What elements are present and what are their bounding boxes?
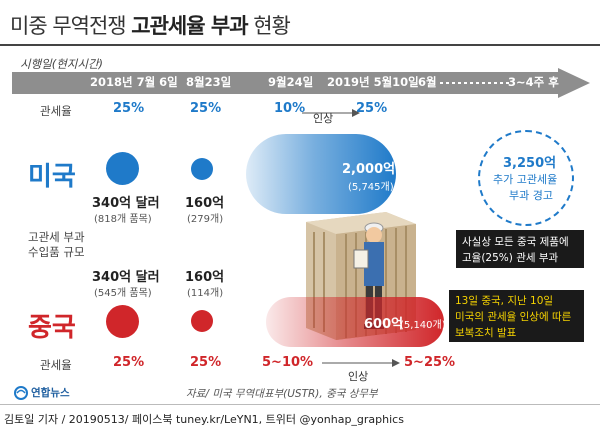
us-future-value: 3,250억 — [503, 156, 557, 171]
china-scale-bar — [266, 297, 444, 347]
date-1: 2018년 7월 6일 — [90, 75, 178, 89]
china-items-1: (545개 품목) — [94, 288, 152, 299]
us-future-line2: 부과 경고 — [509, 189, 553, 202]
scale-label-line2: 수입품 규모 — [28, 245, 85, 259]
page-title: 미중 무역전쟁 고관세율 부과 현황 — [10, 10, 291, 40]
china-note-line2: 미국의 관세율 인상에 따른 — [455, 311, 572, 323]
us-future-circle — [478, 130, 574, 226]
china-items-2: (114개) — [187, 288, 224, 299]
date-4: 2019년 5월10일 — [327, 75, 419, 89]
us-amount-3: 2,000억 — [342, 162, 396, 177]
source-text: 자료/ 미국 무역대표부(USTR), 중국 상무부 — [186, 388, 378, 400]
title-bold: 고관세율 부과 — [131, 14, 248, 38]
credit-text: 김토일 기자 / 20190513/ 페이스북 tuney.kr/LeYN1, … — [4, 413, 404, 426]
timeline-label: 시행일(현지시간) — [20, 57, 104, 71]
footer-divider — [0, 404, 600, 405]
us-note-line1: 사실상 모든 중국 제품에 — [462, 236, 569, 248]
china-note-line3: 보복조치 발표 — [455, 327, 517, 339]
us-tariff-1: 25% — [113, 101, 145, 116]
us-circle-2 — [191, 158, 213, 180]
us-raise-label: 인상 — [313, 112, 334, 125]
date-6: 3~4주 후 — [508, 75, 559, 89]
us-scale-bar — [246, 134, 396, 214]
china-amount-2: 160억 — [185, 270, 225, 285]
us-circle-1 — [106, 152, 139, 185]
scale-label: 고관세 부과 수입품 규모 — [28, 230, 85, 260]
china-circle-2 — [191, 310, 213, 332]
china-raise-label: 인상 — [348, 370, 369, 383]
china-tariff-label: 관세율 — [40, 358, 72, 372]
us-note-line2: 고율(25%) 관세 부과 — [462, 252, 559, 264]
china-tariff-2: 25% — [190, 355, 222, 370]
agency-logo: 연합뉴스 — [14, 385, 70, 400]
us-amount-2: 160억 — [185, 196, 225, 211]
globe-icon — [14, 385, 28, 400]
scale-label-line1: 고관세 부과 — [28, 230, 85, 244]
us-tariff-2: 25% — [190, 101, 222, 116]
agency-name: 연합뉴스 — [31, 387, 70, 399]
title-light: 미중 무역전쟁 — [10, 14, 132, 38]
china-label: 중국 — [28, 313, 76, 343]
china-tariff-4: 5~25% — [404, 355, 456, 370]
us-tariff-4: 25% — [356, 101, 388, 116]
us-items-3: (5,745개) — [348, 182, 394, 193]
china-note-line1: 13일 중국, 지난 10일 — [455, 295, 554, 307]
china-raise-arrow — [322, 359, 400, 367]
china-amount-1: 340억 달러 — [92, 270, 160, 285]
date-2: 8월23일 — [186, 75, 232, 89]
china-tariff-3: 5~10% — [262, 355, 314, 370]
us-items-1: (818개 품목) — [94, 214, 152, 225]
us-label: 미국 — [28, 162, 76, 192]
china-circle-1 — [106, 305, 139, 338]
china-note-box — [449, 290, 584, 342]
us-raise-arrow — [302, 109, 360, 117]
us-note-box — [456, 230, 584, 268]
us-tariff-3: 10% — [274, 101, 306, 116]
china-items-3: (5,140개) — [400, 320, 446, 331]
date-5: 6월 — [418, 75, 437, 89]
title-light-2: 현황 — [247, 14, 291, 38]
timeline-arrow — [12, 68, 590, 98]
date-3: 9월24일 — [268, 75, 314, 89]
us-future-line1: 추가 고관세율 — [493, 173, 558, 186]
china-amount-3: 600억 — [364, 317, 404, 332]
title-underline — [0, 44, 600, 46]
china-tariff-1: 25% — [113, 355, 145, 370]
us-items-2: (279개) — [187, 214, 224, 225]
us-amount-1: 340억 달러 — [92, 196, 160, 211]
us-tariff-label: 관세율 — [40, 104, 72, 118]
